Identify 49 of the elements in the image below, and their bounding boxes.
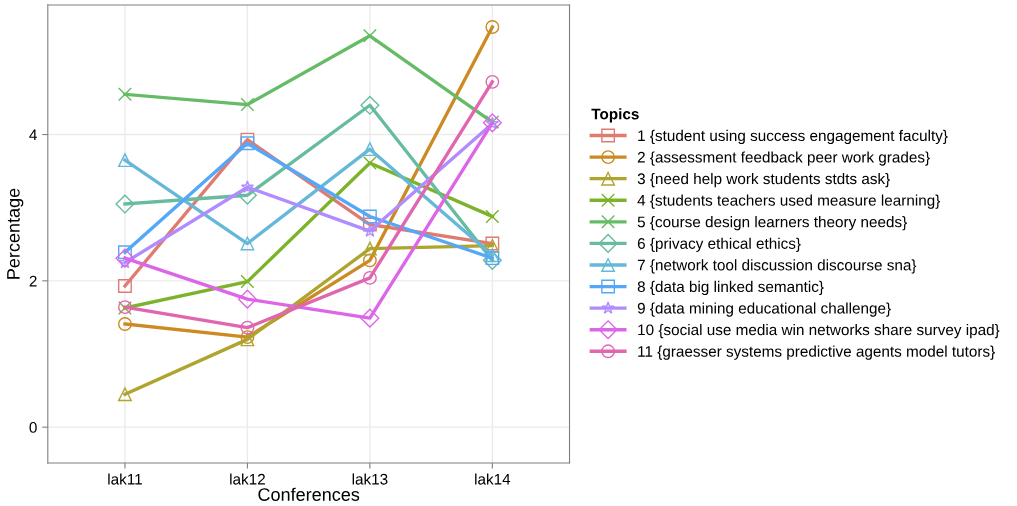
x-axis-title: Conferences <box>258 487 360 501</box>
point <box>240 180 255 193</box>
point <box>485 20 500 34</box>
point <box>118 153 132 168</box>
legend-label: 10 {social use media win networks share survey ipad} <box>638 323 1000 339</box>
legend-label: 3 {need help work students stdts ask} <box>637 172 890 188</box>
point <box>485 209 500 224</box>
point <box>240 136 255 151</box>
point <box>362 270 377 285</box>
point <box>115 248 135 268</box>
y-tick-label: 0 <box>29 422 37 433</box>
point <box>485 74 500 89</box>
point <box>362 142 377 157</box>
point <box>362 28 377 43</box>
point <box>118 317 132 331</box>
legend-label: 1 {student using success engagement faculty} <box>638 129 948 145</box>
point <box>115 194 135 214</box>
x-tick-label: lak11 <box>108 473 142 485</box>
point <box>237 289 257 309</box>
legend-label: 8 {data big linked semantic} <box>637 280 824 296</box>
x-tick-label: lak13 <box>352 473 388 485</box>
point <box>362 209 377 224</box>
point <box>237 185 257 205</box>
point <box>363 224 377 237</box>
legend-label: 9 {data mining educational challenge} <box>637 302 891 317</box>
x-tick-label: lak12 <box>230 473 265 485</box>
legend-label: 2 {assessment feedback peer work grades} <box>637 151 930 166</box>
point <box>360 95 380 115</box>
point <box>240 274 255 289</box>
point <box>118 279 132 293</box>
point <box>360 308 380 328</box>
point <box>362 253 377 268</box>
y-tick-label: 4 <box>29 129 37 141</box>
legend-label: 5 {course design learners theory needs} <box>637 216 907 231</box>
point <box>240 320 255 335</box>
point <box>362 241 377 256</box>
legend-label: 4 {students teachers used measure learning} <box>637 194 941 209</box>
y-tick-label: 2 <box>29 275 37 287</box>
legend-label: 6 {privacy ethical ethics} <box>637 237 801 252</box>
legend-label: 11 {graesser systems predictive agents model tutors} <box>638 345 995 360</box>
point <box>118 387 132 402</box>
point <box>118 87 132 102</box>
point <box>362 156 377 171</box>
point <box>240 236 255 251</box>
y-axis-title: Percentage <box>7 188 24 279</box>
legend-label: 7 {network tool discussion discourse sna} <box>637 259 917 274</box>
x-tick-label: lak14 <box>475 473 511 485</box>
point <box>240 97 255 112</box>
legend-title: Topics <box>591 108 639 123</box>
